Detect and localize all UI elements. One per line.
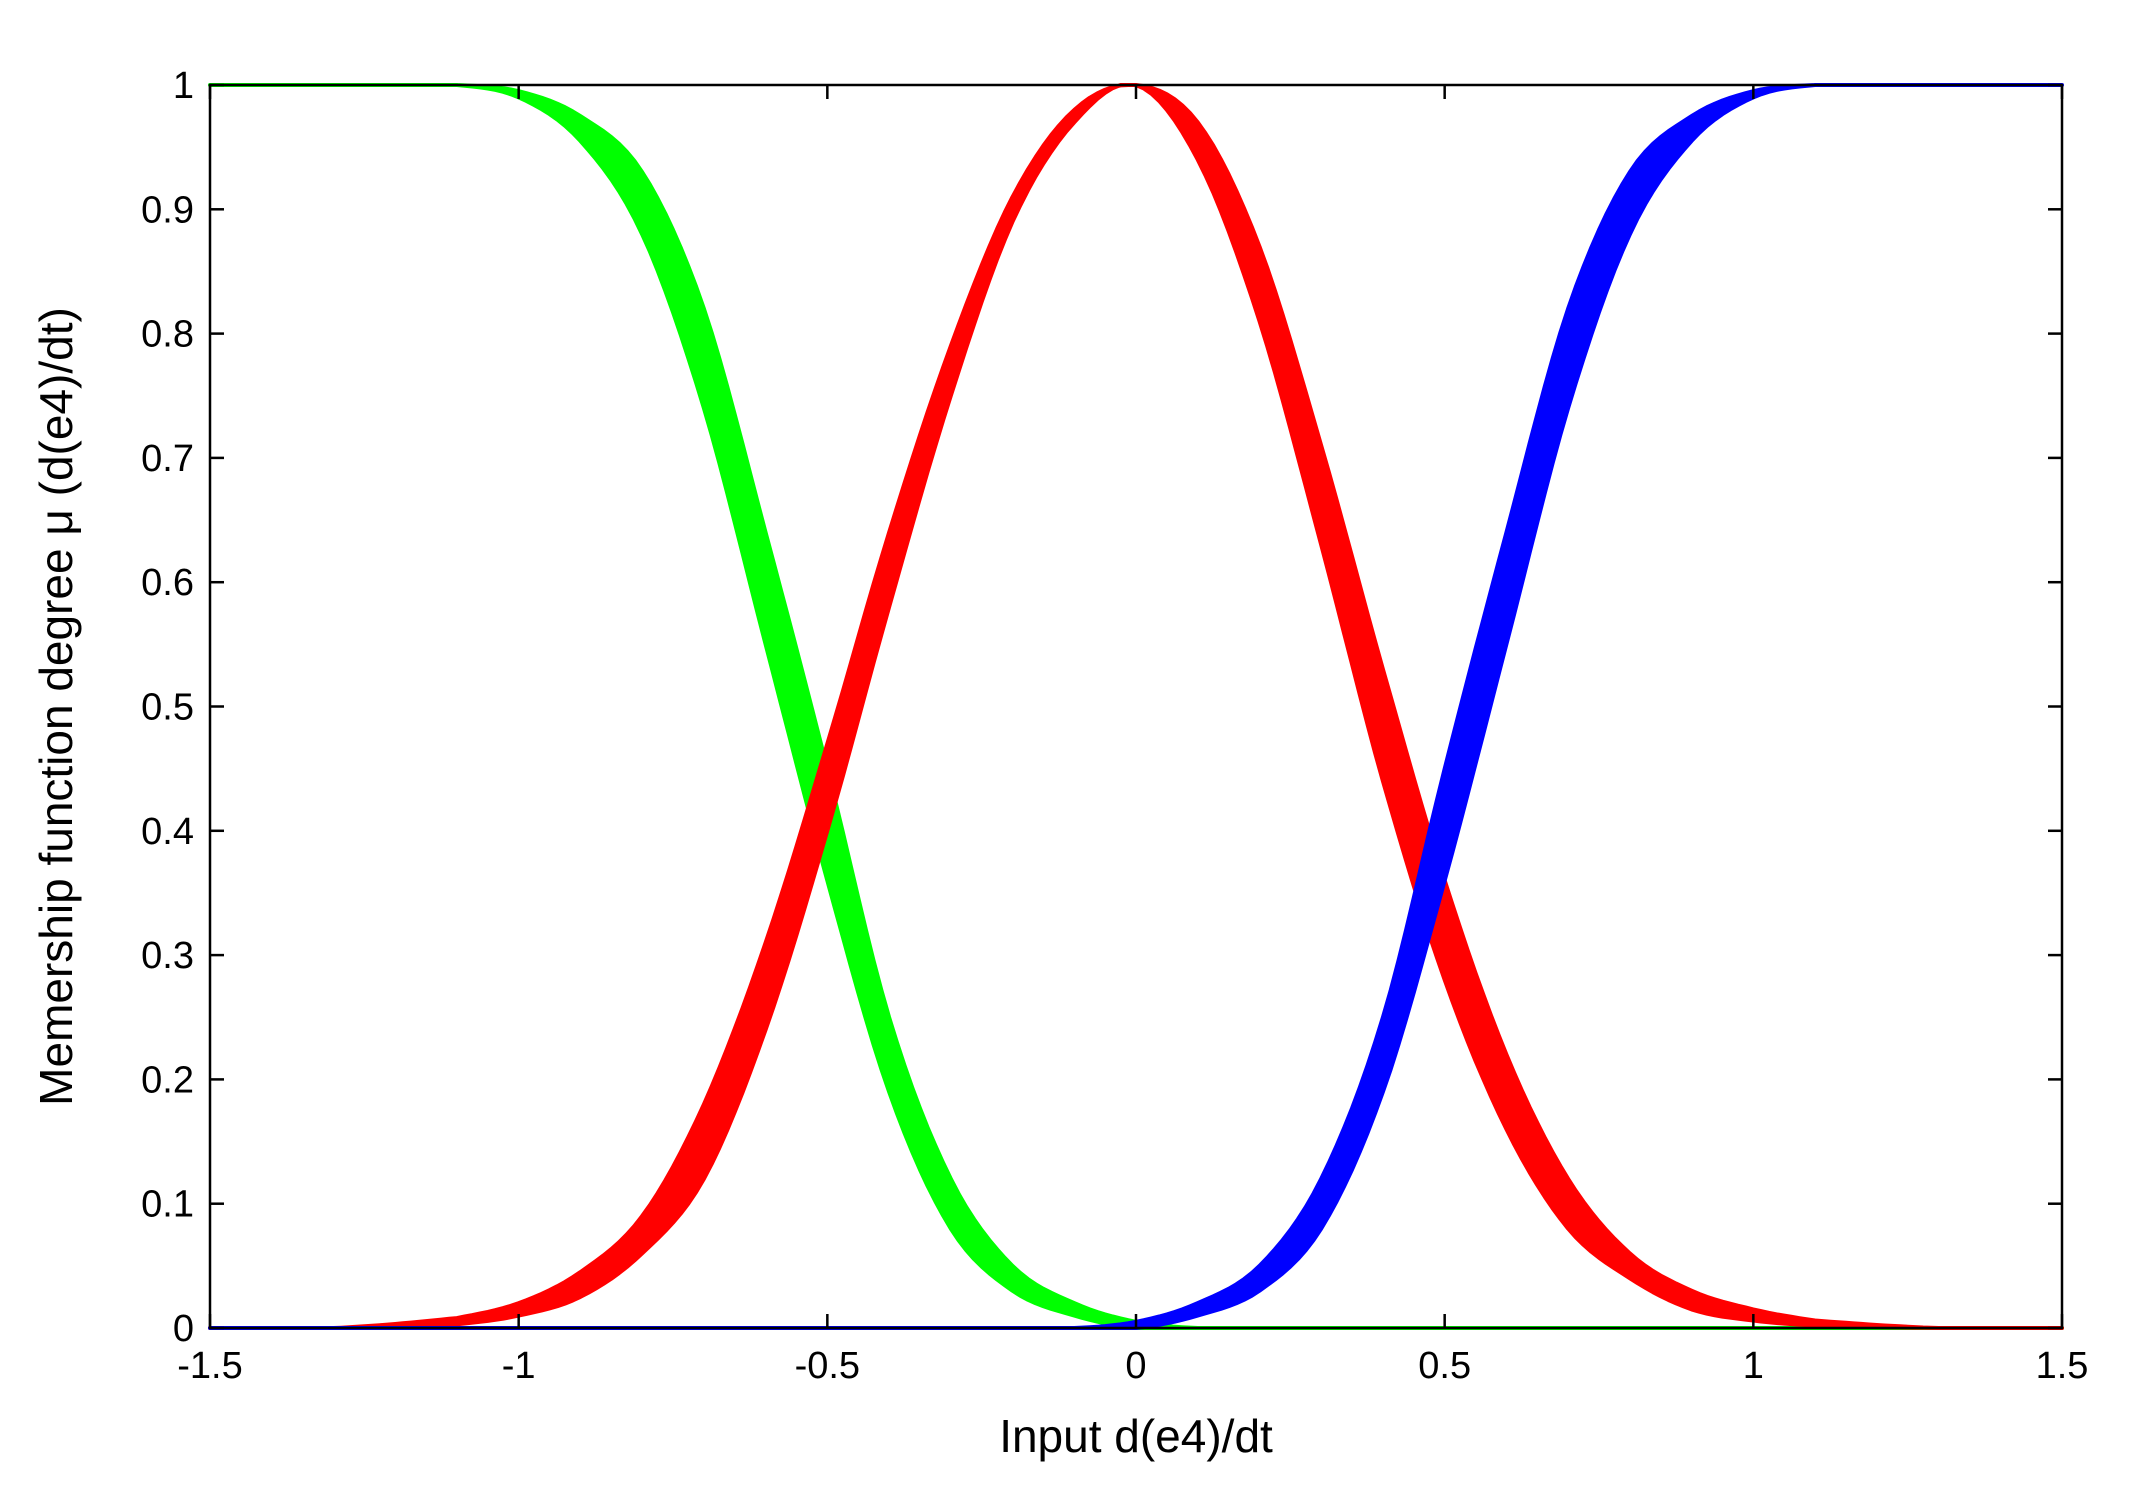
x-tick-label: -1 xyxy=(502,1345,536,1387)
x-tick-label: 0 xyxy=(1125,1345,1146,1387)
x-tick-label: -0.5 xyxy=(795,1345,860,1387)
y-tick-label: 0.2 xyxy=(141,1059,194,1101)
y-axis-label: Memership function degree μ (d(e4)/dt) xyxy=(30,307,82,1106)
label-layer: -1.5 -1 -0.5 0 0.5 1 1.5 0 0.1 0.2 0.3 0.4 0.5 0.6 0.7… xyxy=(141,65,2088,1387)
y-tick-label: 0.3 xyxy=(141,935,194,977)
x-tick-label: 1.5 xyxy=(2036,1345,2089,1387)
y-tick-label: 0.8 xyxy=(141,314,194,356)
y-tick-label: 0.4 xyxy=(141,811,194,853)
y-tick-label: 1 xyxy=(173,65,194,107)
y-tick-label: 0.9 xyxy=(141,189,194,231)
y-tick-label: 0.1 xyxy=(141,1184,194,1226)
x-tick-label: 1 xyxy=(1743,1345,1764,1387)
y-tick-label: 0.5 xyxy=(141,687,194,729)
y-tick-label: 0.7 xyxy=(141,438,194,480)
x-tick-label: -1.5 xyxy=(177,1345,242,1387)
y-tick-label: 0 xyxy=(173,1308,194,1350)
x-tick-label: 0.5 xyxy=(1418,1345,1471,1387)
y-tick-label: 0.6 xyxy=(141,562,194,604)
x-axis-label: Input d(e4)/dt xyxy=(999,1410,1273,1462)
plot-frame xyxy=(208,83,2064,1330)
